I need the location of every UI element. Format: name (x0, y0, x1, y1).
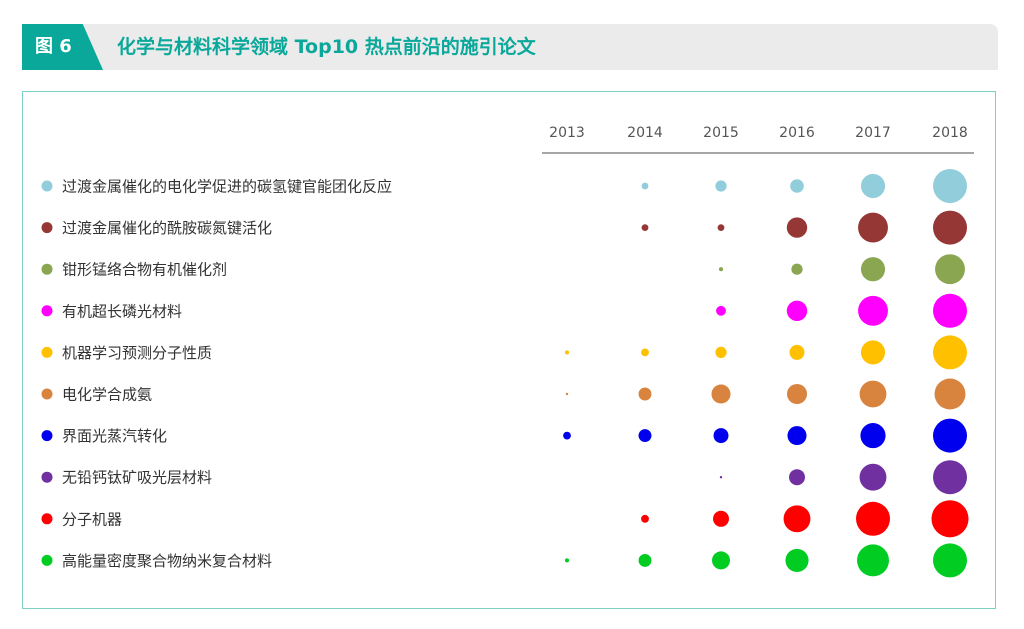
figure-header-bar (22, 24, 998, 70)
data-bubble (786, 217, 808, 238)
series-label: 过渡金属催化的电化学促进的碳氢键官能团化反应 (62, 178, 392, 196)
data-bubble (785, 548, 809, 572)
series-label: 机器学习预测分子性质 (62, 344, 212, 362)
data-bubble (933, 543, 967, 578)
data-bubble (641, 514, 649, 523)
data-bubble (713, 428, 729, 444)
data-bubble (858, 212, 888, 243)
data-bubble (860, 423, 886, 449)
year-tick-label: 2014 (627, 125, 663, 141)
series-row: 过渡金属催化的酰胺碳氮键活化 (41, 210, 967, 245)
data-bubble (857, 544, 889, 577)
data-bubble (931, 500, 969, 538)
data-bubble (860, 173, 886, 199)
legend-marker (41, 430, 53, 442)
data-bubble (718, 267, 724, 272)
series-label: 界面光蒸汽转化 (62, 427, 167, 445)
legend-marker (41, 222, 53, 234)
data-bubble (711, 384, 731, 404)
series-label: 高能量密度聚合物纳米复合材料 (62, 552, 272, 570)
chart-rows: 过渡金属催化的电化学促进的碳氢键官能团化反应过渡金属催化的酰胺碳氮键活化钳形锰络… (41, 169, 969, 578)
series-row: 机器学习预测分子性质 (41, 335, 967, 370)
series-row: 钳形锰络合物有机催化剂 (41, 254, 965, 285)
legend-marker (41, 263, 53, 275)
data-bubble (711, 551, 731, 570)
data-bubble (563, 431, 571, 440)
series-row: 高能量密度聚合物纳米复合材料 (41, 543, 967, 578)
data-bubble (719, 476, 723, 479)
data-bubble (715, 346, 727, 359)
data-bubble (934, 378, 966, 410)
legend-marker (41, 388, 53, 400)
series-label: 无铅钙钛矿吸光层材料 (62, 469, 212, 487)
data-bubble (933, 418, 967, 453)
data-bubble (935, 254, 965, 285)
data-bubble (859, 463, 887, 491)
data-bubble (638, 553, 652, 567)
data-bubble (641, 224, 649, 232)
data-bubble (860, 257, 886, 282)
year-tick-label: 2017 (855, 125, 891, 141)
data-bubble (859, 380, 887, 408)
data-bubble (716, 305, 726, 316)
data-bubble (933, 293, 967, 328)
series-row: 过渡金属催化的电化学促进的碳氢键官能团化反应 (41, 169, 967, 203)
series-row: 有机超长磷光材料 (41, 293, 967, 328)
data-bubble (789, 469, 805, 486)
legend-marker (41, 513, 53, 525)
series-label: 有机超长磷光材料 (62, 302, 182, 320)
series-row: 无铅钙钛矿吸光层材料 (41, 460, 967, 495)
series-label: 分子机器 (62, 510, 122, 528)
data-bubble (564, 350, 570, 355)
figure-title: 化学与材料科学领域 Top10 热点前沿的施引论文 (117, 36, 536, 58)
data-bubble (790, 179, 804, 193)
data-bubble (717, 224, 725, 232)
data-bubble (715, 180, 727, 192)
chart-frame (22, 91, 996, 609)
data-bubble (641, 348, 649, 357)
data-bubble (933, 169, 967, 203)
data-bubble (858, 295, 888, 326)
year-tick-label: 2018 (932, 125, 968, 141)
data-bubble (638, 387, 652, 401)
series-row: 分子机器 (41, 500, 969, 538)
data-bubble (786, 383, 808, 405)
legend-marker (41, 471, 53, 483)
data-bubble (856, 501, 890, 536)
data-bubble (783, 505, 811, 533)
data-bubble (789, 344, 805, 360)
year-tick-label: 2015 (703, 125, 739, 141)
legend-marker (41, 346, 53, 358)
data-bubble (641, 182, 649, 190)
series-label: 过渡金属催化的酰胺碳氮键活化 (62, 219, 272, 237)
legend-marker (41, 554, 53, 566)
data-bubble (565, 392, 569, 396)
series-label: 钳形锰络合物有机催化剂 (62, 261, 227, 279)
data-bubble (860, 340, 886, 365)
year-tick-label: 2013 (549, 125, 585, 141)
data-bubble (787, 426, 807, 446)
data-bubble (638, 429, 652, 443)
data-bubble (933, 460, 967, 495)
data-bubble (713, 510, 729, 527)
data-bubble (564, 558, 570, 563)
legend-marker (41, 305, 53, 317)
year-axis: 2013 2014 2015 2016 2017 2018 (549, 125, 968, 141)
year-tick-label: 2016 (779, 125, 815, 141)
legend-marker (41, 180, 53, 192)
series-row: 电化学合成氨 (41, 378, 966, 410)
data-bubble (933, 335, 967, 370)
data-bubble (933, 210, 967, 245)
series-row: 界面光蒸汽转化 (41, 418, 967, 453)
data-bubble (791, 263, 803, 275)
data-bubble (786, 300, 808, 321)
series-label: 电化学合成氨 (62, 386, 152, 404)
